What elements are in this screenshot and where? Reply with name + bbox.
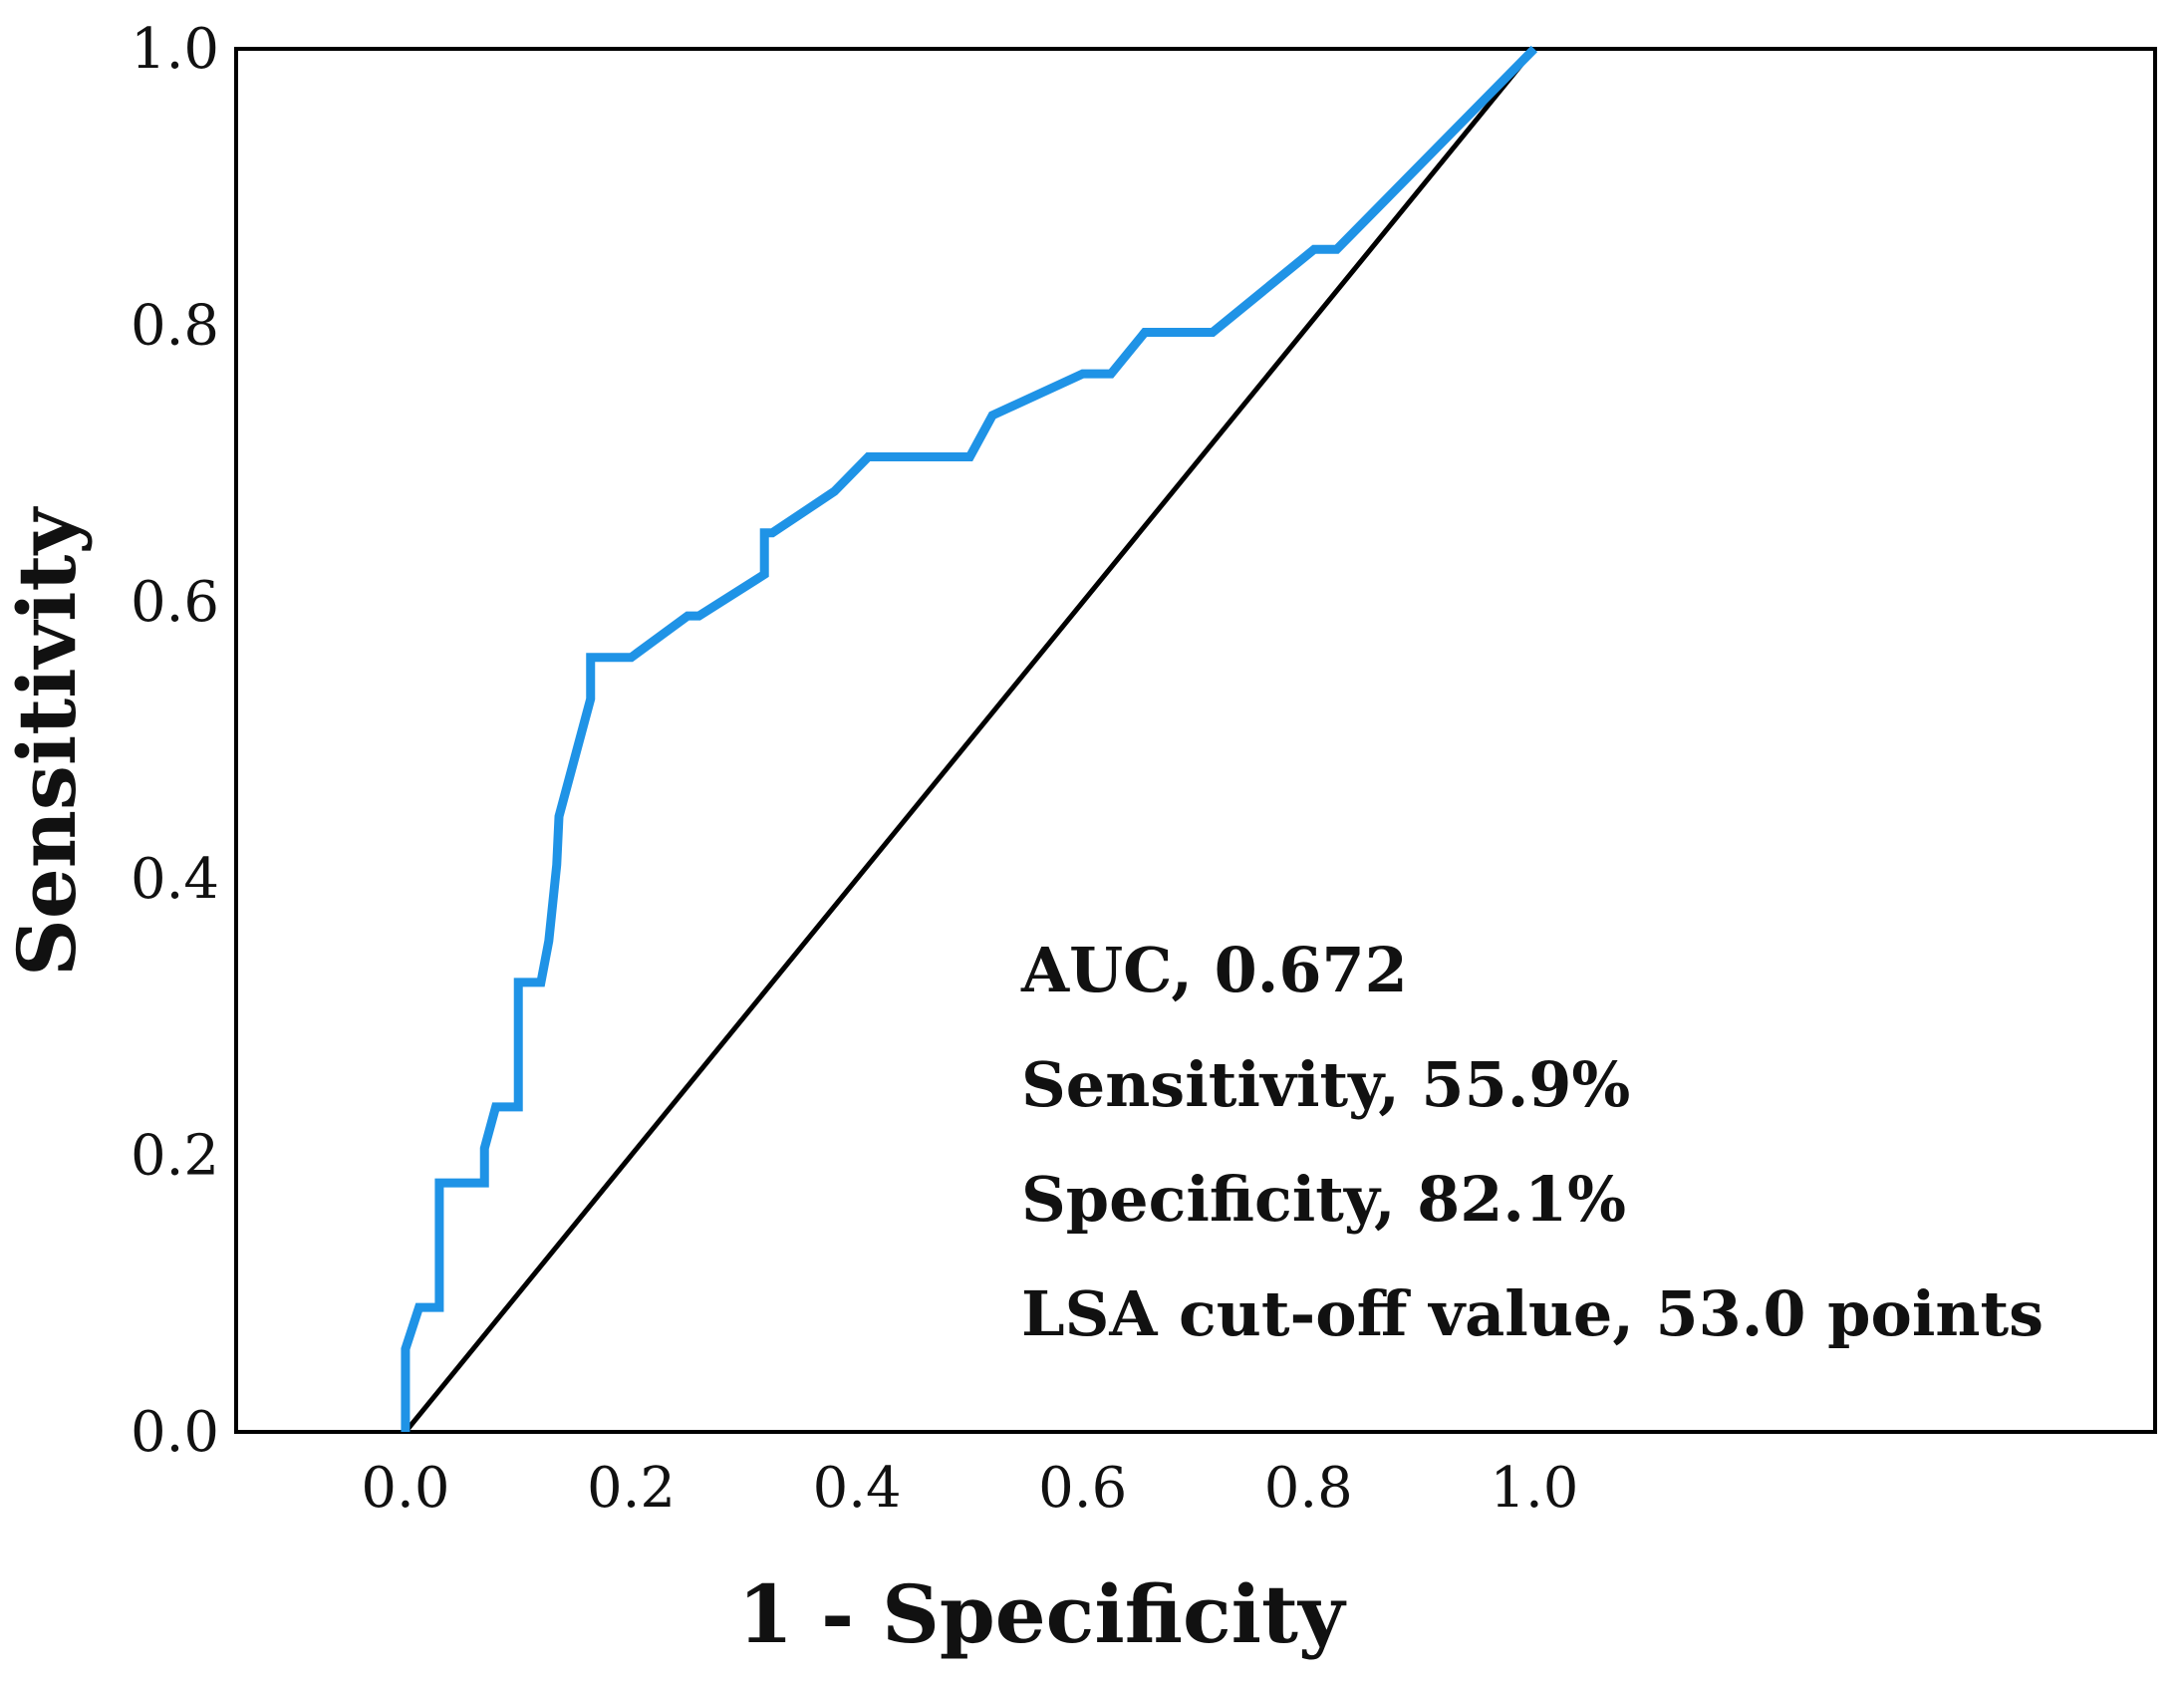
y-tick-label: 0.4	[131, 847, 219, 912]
specificity-annotation: Specificity, 82.1%	[1021, 1163, 1626, 1236]
x-tick-label: 0.0	[361, 1456, 449, 1521]
x-tick-label: 0.2	[587, 1456, 676, 1521]
y-tick-label: 1.0	[131, 17, 219, 82]
auc-annotation: AUC, 0.672	[1020, 934, 1408, 1006]
y-tick-label: 0.2	[131, 1123, 219, 1188]
y-tick-label: 0.6	[131, 570, 219, 635]
y-tick-label: 0.0	[131, 1400, 219, 1465]
reference-line	[404, 47, 1536, 1434]
plot-frame	[234, 47, 2157, 1434]
x-axis-title: 1 - Specificity	[738, 1567, 1348, 1661]
y-tick-label: 0.8	[131, 294, 219, 359]
x-tick-label: 1.0	[1490, 1456, 1578, 1521]
sensitivity-annotation: Sensitivity, 55.9%	[1021, 1048, 1630, 1121]
roc-curve	[401, 45, 1538, 1432]
x-tick-label: 0.6	[1038, 1456, 1127, 1521]
x-tick-label: 0.4	[813, 1456, 902, 1521]
x-tick-label: 0.8	[1264, 1456, 1353, 1521]
y-axis-title: Sensitivity	[0, 506, 94, 977]
cutoff-annotation: LSA cut-off value, 53.0 points	[1021, 1277, 2044, 1350]
